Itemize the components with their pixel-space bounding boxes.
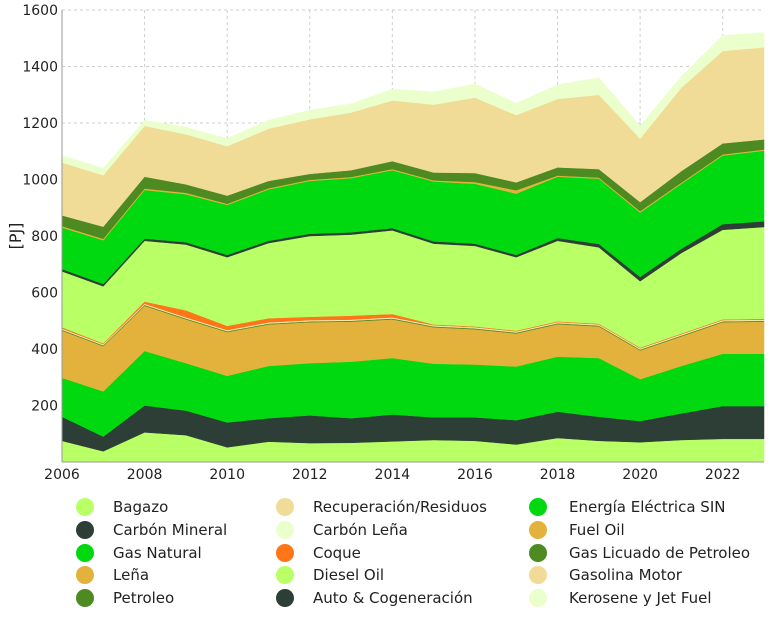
legend-item: Auto & Cogeneración bbox=[276, 589, 473, 607]
legend-marker bbox=[76, 498, 94, 516]
legend-item: Petroleo bbox=[76, 589, 174, 607]
legend-item: Fuel Oil bbox=[529, 521, 625, 539]
legend-marker bbox=[76, 589, 94, 607]
legend-marker bbox=[276, 521, 294, 539]
y-tick-label: 1200 bbox=[22, 116, 58, 132]
x-tick-label: 2014 bbox=[375, 467, 411, 483]
legend: Bagazo Carbón Mineral Gas Natural Leña Petro… bbox=[76, 498, 750, 607]
legend-marker bbox=[276, 589, 294, 607]
y-tick-label: 1000 bbox=[22, 173, 58, 189]
legend-item: Leña bbox=[76, 566, 149, 584]
legend-marker bbox=[529, 589, 547, 607]
legend-item: Bagazo bbox=[76, 498, 168, 516]
legend-label: Carbón Leña bbox=[313, 521, 408, 539]
legend-label: Gasolina Motor bbox=[569, 566, 683, 584]
y-tick-label: 1400 bbox=[22, 60, 58, 76]
legend-label: Recuperación/Residuos bbox=[313, 498, 487, 516]
y-tick-label: 800 bbox=[31, 229, 58, 245]
legend-marker bbox=[529, 521, 547, 539]
legend-label: Petroleo bbox=[113, 589, 174, 607]
y-tick-label: 1600 bbox=[22, 3, 58, 19]
legend-label: Kerosene y Jet Fuel bbox=[569, 589, 712, 607]
legend-marker bbox=[76, 566, 94, 584]
x-tick-label: 2022 bbox=[705, 467, 741, 483]
area-kerosene-y-jet-fuel bbox=[61, 32, 765, 176]
legend-item: Gas Licuado de Petroleo bbox=[529, 544, 750, 562]
x-tick-label: 2012 bbox=[292, 467, 328, 483]
legend-label: Carbón Mineral bbox=[113, 521, 227, 539]
legend-marker bbox=[529, 498, 547, 516]
x-tick-label: 2018 bbox=[540, 467, 576, 483]
legend-item: Coque bbox=[276, 544, 361, 562]
x-tick-label: 2010 bbox=[209, 467, 245, 483]
x-tick-label: 2008 bbox=[127, 467, 163, 483]
legend-marker bbox=[276, 566, 294, 584]
legend-label: Diesel Oil bbox=[313, 566, 384, 584]
legend-label: Fuel Oil bbox=[569, 521, 625, 539]
legend-marker bbox=[529, 566, 547, 584]
axes: 200 400 600 800 1000 1200 1400 1600 2006 2008 2010… bbox=[22, 3, 764, 483]
legend-marker bbox=[276, 498, 294, 516]
legend-item: Energía Eléctrica SIN bbox=[529, 498, 725, 516]
legend-label: Gas Licuado de Petroleo bbox=[569, 544, 750, 562]
legend-item: Kerosene y Jet Fuel bbox=[529, 589, 712, 607]
legend-marker bbox=[276, 544, 294, 562]
legend-label: Bagazo bbox=[113, 498, 168, 516]
legend-label: Leña bbox=[113, 566, 149, 584]
areas bbox=[61, 32, 765, 463]
legend-label: Energía Eléctrica SIN bbox=[569, 498, 725, 516]
legend-item: Carbón Mineral bbox=[76, 521, 227, 539]
y-tick-label: 200 bbox=[31, 399, 58, 415]
legend-marker bbox=[76, 544, 94, 562]
legend-item: Diesel Oil bbox=[276, 566, 384, 584]
legend-label: Coque bbox=[313, 544, 361, 562]
x-tick-label: 2020 bbox=[622, 467, 658, 483]
legend-marker bbox=[76, 521, 94, 539]
legend-label: Gas Natural bbox=[113, 544, 202, 562]
y-axis-label: [PJ] bbox=[6, 223, 25, 250]
legend-marker bbox=[529, 544, 547, 562]
y-tick-label: 400 bbox=[31, 342, 58, 358]
legend-item: Gasolina Motor bbox=[529, 566, 683, 584]
legend-item: Gas Natural bbox=[76, 544, 202, 562]
legend-label: Auto & Cogeneración bbox=[313, 589, 473, 607]
legend-item: Recuperación/Residuos bbox=[276, 498, 487, 516]
x-tick-label: 2016 bbox=[457, 467, 493, 483]
y-tick-label: 600 bbox=[31, 286, 58, 302]
x-tick-label: 2006 bbox=[44, 467, 80, 483]
legend-item: Carbón Leña bbox=[276, 521, 408, 539]
